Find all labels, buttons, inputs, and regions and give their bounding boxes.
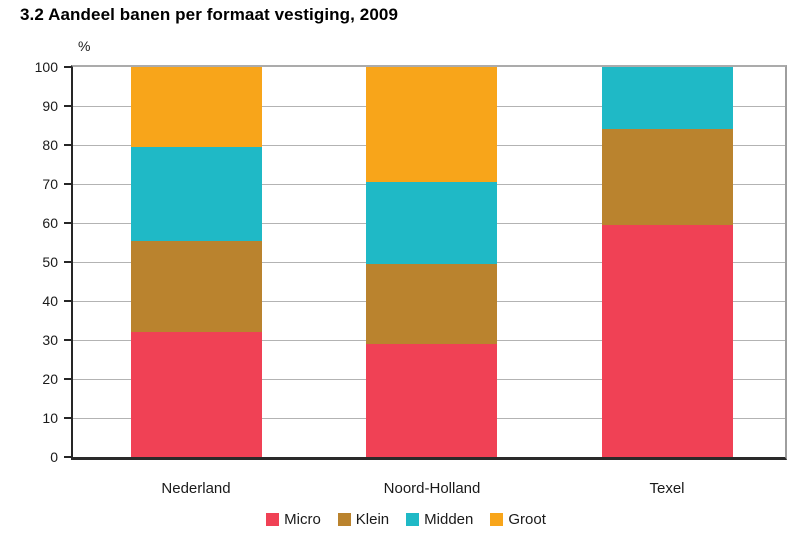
- y-axis-tick: [64, 300, 71, 302]
- bar-segment-midden: [366, 182, 497, 264]
- legend-swatch-groot: [490, 513, 504, 526]
- y-axis-tick: [64, 339, 71, 341]
- bar-segment-groot: [366, 67, 497, 183]
- y-axis-tick: [64, 261, 71, 263]
- legend-item-micro: Micro: [266, 511, 321, 528]
- y-axis-tick-label: 40: [42, 293, 58, 309]
- x-axis-label-nederland: Nederland: [161, 480, 231, 497]
- bar-segment-micro: [366, 343, 497, 457]
- y-axis-tick-label: 100: [34, 59, 58, 75]
- legend-label-groot: Groot: [508, 511, 546, 528]
- legend-swatch-klein: [337, 513, 351, 526]
- y-axis-unit-label: %: [78, 38, 91, 54]
- legend-swatch-midden: [406, 513, 420, 526]
- legend-item-groot: Groot: [490, 511, 546, 528]
- y-axis-tick: [64, 66, 71, 68]
- y-axis-tick-label: 80: [42, 137, 58, 153]
- y-axis: 0 10 20 30 40 50 60 70 80 90 100: [0, 59, 71, 465]
- y-axis-tick: [64, 456, 71, 458]
- bar-texel: [602, 67, 733, 457]
- bars-layer: [73, 67, 785, 457]
- y-axis-tick-label: 60: [42, 215, 58, 231]
- y-axis-tick: [64, 222, 71, 224]
- y-axis-tick: [64, 183, 71, 185]
- bar-segment-midden: [131, 146, 262, 241]
- y-axis-tick-label: 70: [42, 176, 58, 192]
- legend-item-klein: Klein: [337, 511, 390, 528]
- plot-area: [71, 65, 787, 460]
- y-axis-tick-label: 0: [50, 449, 58, 465]
- y-axis-tick-label: 10: [42, 410, 58, 426]
- x-axis-label-noord-holland: Noord-Holland: [383, 480, 481, 497]
- legend-label-micro: Micro: [284, 511, 321, 528]
- legend-item-midden: Midden: [406, 511, 473, 528]
- y-axis-tick-label: 50: [42, 254, 58, 270]
- y-axis-tick-label: 20: [42, 371, 58, 387]
- legend: Micro Klein Midden Groot: [0, 511, 812, 528]
- chart-title: 3.2 Aandeel banen per formaat vestiging,…: [20, 5, 399, 24]
- bar-segment-klein: [366, 263, 497, 344]
- legend-label-klein: Klein: [355, 511, 390, 528]
- bar-nederland: [131, 67, 262, 457]
- bar-segment-klein: [131, 240, 262, 333]
- bar-segment-micro: [602, 224, 733, 457]
- bar-segment-groot: [131, 67, 262, 147]
- bar-noord-holland: [366, 67, 497, 457]
- legend-swatch-micro: [266, 513, 280, 526]
- y-axis-tick-label: 30: [42, 332, 58, 348]
- y-axis-tick: [64, 378, 71, 380]
- y-axis-tick: [64, 144, 71, 146]
- bar-segment-micro: [131, 332, 262, 457]
- y-axis-tick: [64, 417, 71, 419]
- y-axis-tick-label: 90: [42, 98, 58, 114]
- bar-segment-klein: [602, 129, 733, 225]
- y-axis-tick: [64, 105, 71, 107]
- x-axis-label-texel: Texel: [649, 480, 685, 497]
- legend-label-midden: Midden: [424, 511, 474, 528]
- bar-segment-midden: [602, 67, 733, 130]
